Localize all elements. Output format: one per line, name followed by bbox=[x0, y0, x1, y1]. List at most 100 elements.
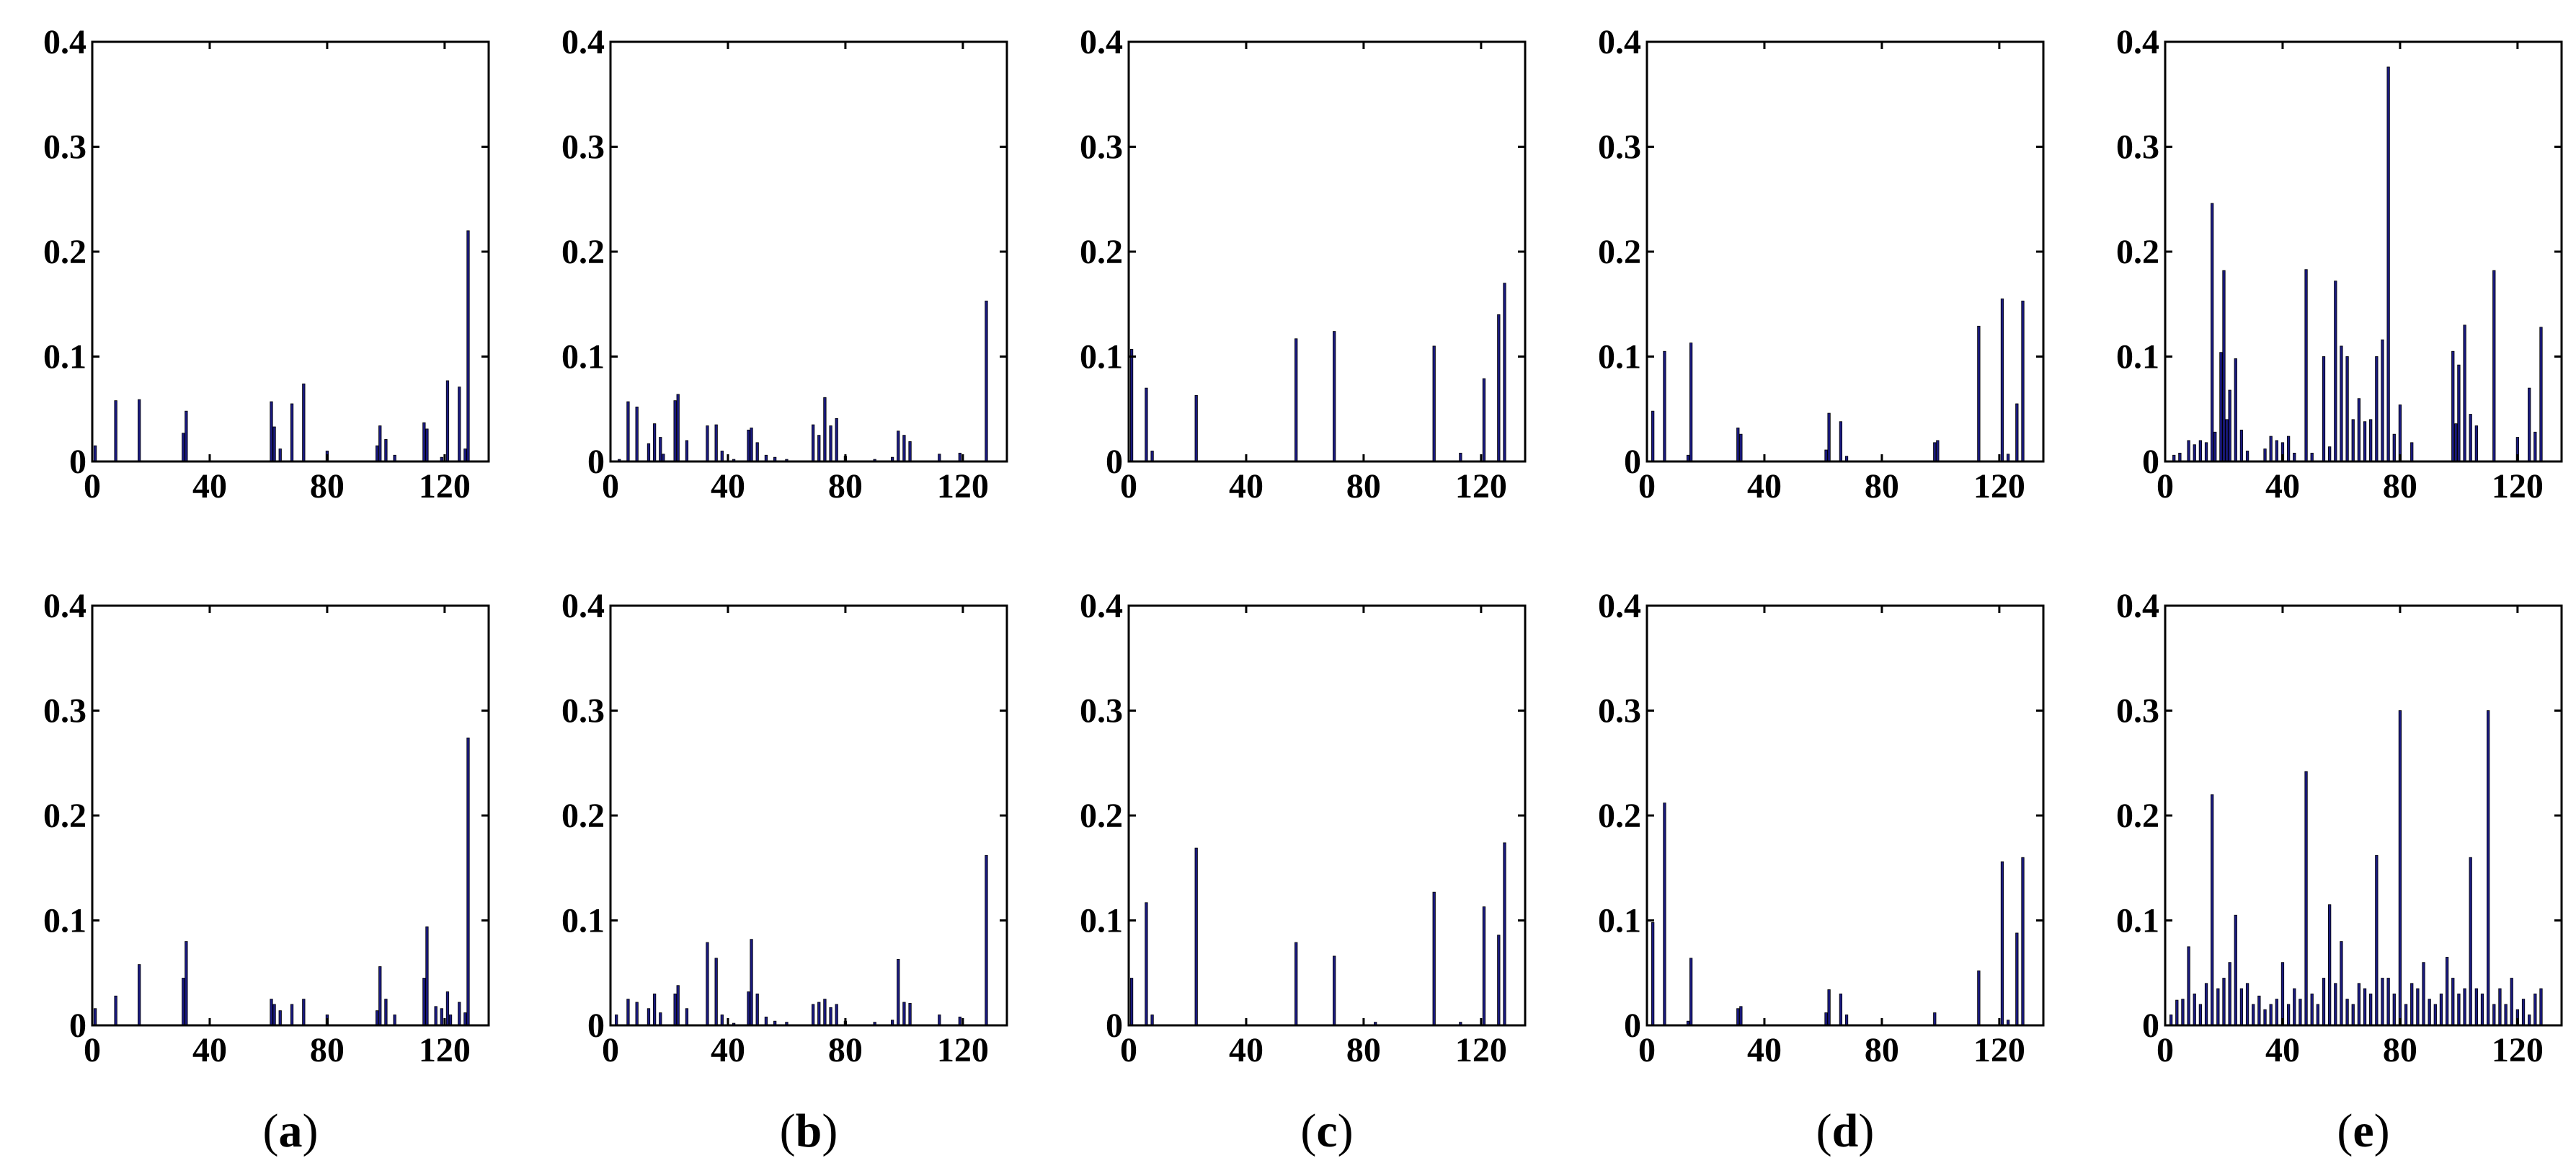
chart-e-row2-ytick-label: 0.4 bbox=[2116, 587, 2159, 625]
chart-b-row1-ytick-label: 0.2 bbox=[561, 233, 605, 271]
chart-e-row2-bar-56 bbox=[2498, 988, 2502, 1026]
chart-e-row1-bar-48 bbox=[2539, 327, 2543, 462]
chart-b-row2-bar-10 bbox=[714, 958, 718, 1026]
chart-c-row2-ytick-label: 0.2 bbox=[1080, 797, 1123, 835]
panel-label-open-paren: ( bbox=[2337, 1105, 2353, 1157]
chart-a-row1-axes-frame bbox=[91, 40, 490, 463]
chart-e-row2-bar-19 bbox=[2280, 962, 2285, 1026]
chart-e-row2-bar-34 bbox=[2369, 993, 2373, 1026]
chart-b-row2-bar-19 bbox=[811, 1004, 815, 1026]
chart-d-row1-bar-11 bbox=[1936, 440, 1940, 462]
chart-d-row2-bar-6 bbox=[1824, 1012, 1828, 1026]
chart-d-row1-xtick-label: 0 bbox=[1638, 467, 1656, 505]
chart-e-row2-bar-49 bbox=[2457, 993, 2461, 1026]
chart-d-row1-bar-10 bbox=[1933, 442, 1937, 462]
chart-e-row2-bar-13 bbox=[2245, 983, 2249, 1026]
chart-d-row1-bar-8 bbox=[1839, 421, 1843, 462]
chart-c-row1-xtick-label: 0 bbox=[1120, 467, 1137, 505]
chart-e-row1-bar-12 bbox=[2234, 358, 2237, 462]
chart-e-row2-bar-46 bbox=[2439, 993, 2443, 1026]
chart-a-row1-bar-0 bbox=[93, 445, 97, 462]
chart-b-row1-bar-4 bbox=[652, 423, 657, 462]
chart-e-row1-bar-28 bbox=[2351, 419, 2355, 462]
chart-c-row2-xtick-label: 120 bbox=[1455, 1031, 1507, 1069]
chart-a-row2-xtick-label: 40 bbox=[192, 1031, 227, 1069]
chart-e-row2-bar-10 bbox=[2228, 962, 2231, 1026]
panel-label-open-paren: ( bbox=[1300, 1105, 1316, 1157]
chart-e-row2-bar-30 bbox=[2345, 999, 2349, 1026]
chart-d-row2-bar-3 bbox=[1689, 958, 1693, 1026]
chart-b-row2-ytick-label: 0.4 bbox=[561, 587, 605, 625]
chart-b-row1-bar-24 bbox=[835, 417, 838, 462]
panel-label-letter: d bbox=[1832, 1105, 1859, 1157]
chart-c-row1: 0 0.1 0.2 0.3 0.4 0 40 80 120 bbox=[1080, 23, 1527, 505]
chart-e-row2-bar-50 bbox=[2463, 988, 2466, 1026]
chart-e-row2-bar-53 bbox=[2480, 993, 2484, 1026]
chart-e-row2-xtick-label: 120 bbox=[2492, 1031, 2544, 1069]
chart-e-row2-bar-60 bbox=[2521, 999, 2526, 1026]
chart-a-row1-xtick-label: 0 bbox=[84, 467, 101, 505]
chart-b-row2-bar-28 bbox=[902, 1002, 906, 1026]
chart-d-row1-xtick-label: 40 bbox=[1747, 467, 1782, 505]
chart-c-row1-bar-8 bbox=[1482, 378, 1486, 462]
chart-b-row2-bar-8 bbox=[685, 1008, 689, 1026]
chart-e-row1-bar-10 bbox=[2225, 419, 2229, 462]
chart-e-row2-bar-42 bbox=[2416, 988, 2420, 1026]
chart-b-row1-bar-6 bbox=[662, 454, 665, 462]
chart-d-row1-bar-12 bbox=[1977, 325, 1981, 462]
chart-a-row1-bar-9 bbox=[302, 383, 306, 462]
chart-e-row2-bar-2 bbox=[2181, 999, 2185, 1026]
chart-e-row1-bar-44 bbox=[2492, 270, 2496, 462]
chart-d-row1-bar-16 bbox=[2021, 300, 2025, 462]
panel-label-close-paren: ) bbox=[822, 1105, 838, 1157]
chart-a-row1-bar-5 bbox=[270, 401, 273, 462]
panel-label-letter: c bbox=[1316, 1105, 1337, 1157]
chart-c-row2-bar-7 bbox=[1432, 891, 1436, 1026]
chart-b-row2-bar-4 bbox=[652, 993, 657, 1026]
chart-d-row1-bar-0 bbox=[1651, 410, 1655, 462]
chart-e-row2-bar-57 bbox=[2504, 1004, 2508, 1026]
chart-e-row2-bar-31 bbox=[2351, 1004, 2355, 1026]
chart-e-row2-bar-9 bbox=[2222, 978, 2226, 1026]
chart-a-row1-bar-20 bbox=[463, 448, 467, 462]
chart-e-row1-bar-17 bbox=[2275, 440, 2278, 462]
chart-a-row2-bar-14 bbox=[393, 1015, 396, 1026]
chart-e-row2-bar-23 bbox=[2304, 771, 2308, 1026]
chart-d-row2-bar-10 bbox=[1933, 1012, 1937, 1026]
chart-d-row1-ytick-label: 0.3 bbox=[1598, 128, 1641, 167]
chart-e-row2-bar-8 bbox=[2216, 988, 2220, 1026]
chart-c-row1-ytick-label: 0.4 bbox=[1080, 23, 1123, 61]
chart-a-row2-xtick-label: 0 bbox=[84, 1031, 101, 1069]
chart-e-row1-bar-43 bbox=[2474, 425, 2478, 462]
chart-d-row2-bar-5 bbox=[1739, 1006, 1743, 1026]
chart-a-row1-ytick-label: 0.1 bbox=[43, 338, 86, 376]
chart-e-row1-bar-29 bbox=[2357, 398, 2361, 462]
chart-d-row2-bar-4 bbox=[1736, 1008, 1740, 1026]
chart-a-row2-bar-11 bbox=[376, 1010, 379, 1026]
chart-a-row2-bar-6 bbox=[272, 1004, 276, 1026]
chart-d-row1-bar-6 bbox=[1824, 449, 1828, 462]
chart-c-row2-ytick-label: 0.1 bbox=[1080, 902, 1123, 940]
chart-c-row2-bar-10 bbox=[1497, 934, 1501, 1026]
chart-a-row2-bar-22 bbox=[463, 1012, 467, 1026]
chart-a-row2-xtick-label: 120 bbox=[419, 1031, 471, 1069]
chart-c-row1-axes-frame bbox=[1127, 40, 1527, 463]
chart-d-row2-bar-15 bbox=[2021, 857, 2025, 1026]
chart-e-row2-bar-28 bbox=[2334, 983, 2337, 1026]
chart-e-row1-bar-6 bbox=[2211, 203, 2214, 462]
panel-label-a: (a) bbox=[263, 1105, 319, 1157]
chart-e-row2-bar-1 bbox=[2175, 999, 2179, 1026]
chart-a-row1-bar-11 bbox=[376, 445, 379, 462]
chart-c-row1-ytick-label: 0 bbox=[1106, 443, 1123, 481]
chart-e-row2-xtick-label: 40 bbox=[2265, 1031, 2300, 1069]
chart-a-row2-bar-0 bbox=[93, 1008, 97, 1026]
chart-e-row1-bar-25 bbox=[2334, 280, 2337, 462]
chart-e-row1-bar-7 bbox=[2213, 431, 2217, 462]
chart-d-row1-bar-13 bbox=[2000, 299, 2004, 462]
chart-b-row1-bar-33 bbox=[985, 300, 988, 462]
chart-e-row2-axes-frame bbox=[2164, 604, 2563, 1027]
chart-e-row1-bar-9 bbox=[2222, 270, 2226, 462]
chart-e-row1-bar-13 bbox=[2239, 429, 2244, 462]
chart-e-row1-bar-4 bbox=[2198, 440, 2203, 462]
